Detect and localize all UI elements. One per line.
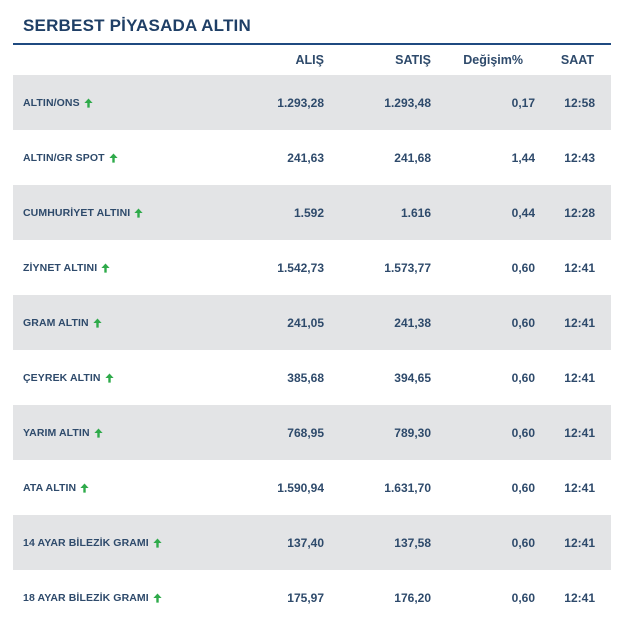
buy-price: 1.592 [293,205,324,220]
sell-price: 1.293,48 [384,95,431,110]
up-arrow-icon [134,208,143,218]
instrument-name-cell[interactable]: GRAM ALTIN [23,295,102,350]
table-row[interactable]: 14 AYAR BİLEZİK GRAMI 137,40 137,58 0,60 12:… [13,515,611,570]
buy-price: 241,63 [287,150,324,165]
instrument-name[interactable]: ATA ALTIN [23,481,77,494]
column-header-change[interactable]: Değişim% [463,53,523,67]
title-divider [13,43,611,45]
column-header-time[interactable]: SAAT [560,53,594,67]
buy-price: 1.542,73 [277,260,324,275]
table-row[interactable]: ATA ALTIN 1.590,94 1.631,70 0,60 12:41 [13,460,611,515]
change-percent: 0,60 [511,480,535,495]
page-title: SERBEST PİYASADA ALTIN [23,16,251,35]
table-header-row: ALIŞ SATIŞ Değişim% SAAT [13,45,611,75]
change-percent: 0,60 [511,535,535,550]
table-row[interactable]: YARIM ALTIN 768,95 789,30 0,60 12:41 [13,405,611,460]
table-row[interactable]: ÇEYREK ALTIN 385,68 394,65 0,60 12:41 [13,350,611,405]
buy-price: 768,95 [287,425,324,440]
table-row[interactable]: ALTIN/ONS 1.293,28 1.293,48 0,17 12:58 [13,75,611,130]
instrument-name-cell[interactable]: ZİYNET ALTINI [23,240,110,295]
instrument-name[interactable]: GRAM ALTIN [23,316,89,329]
change-percent: 0,60 [511,315,535,330]
buy-price: 137,40 [287,535,324,550]
sell-price: 1.616 [400,205,431,220]
column-header-sell[interactable]: SATIŞ [395,53,431,67]
update-time: 12:58 [564,95,595,110]
instrument-name[interactable]: ALTIN/GR SPOT [23,151,105,164]
change-percent: 1,44 [511,150,535,165]
gold-prices-table: ALIŞ SATIŞ Değişim% SAAT ALTIN/ONS 1.293,… [13,45,611,625]
change-percent: 0,17 [511,95,535,110]
instrument-name[interactable]: ALTIN/ONS [23,96,80,109]
column-header-buy[interactable]: ALIŞ [295,53,324,67]
instrument-name[interactable]: ÇEYREK ALTIN [23,371,101,384]
sell-price: 176,20 [394,590,431,605]
update-time: 12:41 [564,315,595,330]
instrument-name[interactable]: ZİYNET ALTINI [23,261,98,274]
buy-price: 1.293,28 [277,95,324,110]
instrument-name-cell[interactable]: YARIM ALTIN [23,405,103,460]
update-time: 12:41 [564,535,595,550]
up-arrow-icon [84,98,93,108]
section-header: SERBEST PİYASADA ALTIN [13,0,611,45]
instrument-name[interactable]: 14 AYAR BİLEZİK GRAMI [23,536,149,549]
instrument-name[interactable]: CUMHURİYET ALTINI [23,206,131,219]
sell-price: 137,58 [394,535,431,550]
instrument-name-cell[interactable]: 14 AYAR BİLEZİK GRAMI [23,515,162,570]
change-percent: 0,60 [511,370,535,385]
instrument-name-cell[interactable]: ALTIN/GR SPOT [23,130,118,185]
instrument-name[interactable]: 18 AYAR BİLEZİK GRAMI [23,591,149,604]
up-arrow-icon [93,318,102,328]
instrument-name-cell[interactable]: ATA ALTIN [23,460,89,515]
update-time: 12:41 [564,590,595,605]
up-arrow-icon [153,538,162,548]
up-arrow-icon [80,483,89,493]
sell-price: 1.573,77 [384,260,431,275]
instrument-name[interactable]: YARIM ALTIN [23,426,90,439]
table-row[interactable]: CUMHURİYET ALTINI 1.592 1.616 0,44 12:28 [13,185,611,240]
instrument-name-cell[interactable]: CUMHURİYET ALTINI [23,185,143,240]
instrument-name-cell[interactable]: ALTIN/ONS [23,75,93,130]
change-percent: 0,60 [511,590,535,605]
update-time: 12:41 [564,260,595,275]
change-percent: 0,60 [511,425,535,440]
up-arrow-icon [109,153,118,163]
change-percent: 0,44 [511,205,535,220]
buy-price: 385,68 [287,370,324,385]
buy-price: 1.590,94 [277,480,324,495]
update-time: 12:41 [564,480,595,495]
table-row[interactable]: ZİYNET ALTINI 1.542,73 1.573,77 0,60 12:41 [13,240,611,295]
sell-price: 241,38 [394,315,431,330]
buy-price: 175,97 [287,590,324,605]
buy-price: 241,05 [287,315,324,330]
up-arrow-icon [105,373,114,383]
update-time: 12:28 [564,205,595,220]
sell-price: 1.631,70 [384,480,431,495]
update-time: 12:41 [564,370,595,385]
table-row[interactable]: ALTIN/GR SPOT 241,63 241,68 1,44 12:43 [13,130,611,185]
change-percent: 0,60 [511,260,535,275]
up-arrow-icon [101,263,110,273]
up-arrow-icon [94,428,103,438]
up-arrow-icon [153,593,162,603]
update-time: 12:41 [564,425,595,440]
instrument-name-cell[interactable]: ÇEYREK ALTIN [23,350,114,405]
sell-price: 789,30 [394,425,431,440]
table-body: ALTIN/ONS 1.293,28 1.293,48 0,17 12:58 ALTIN/… [13,75,611,625]
table-row[interactable]: 18 AYAR BİLEZİK GRAMI 175,97 176,20 0,60 12:… [13,570,611,625]
table-row[interactable]: GRAM ALTIN 241,05 241,38 0,60 12:41 [13,295,611,350]
instrument-name-cell[interactable]: 18 AYAR BİLEZİK GRAMI [23,570,162,625]
sell-price: 394,65 [394,370,431,385]
update-time: 12:43 [564,150,595,165]
sell-price: 241,68 [394,150,431,165]
